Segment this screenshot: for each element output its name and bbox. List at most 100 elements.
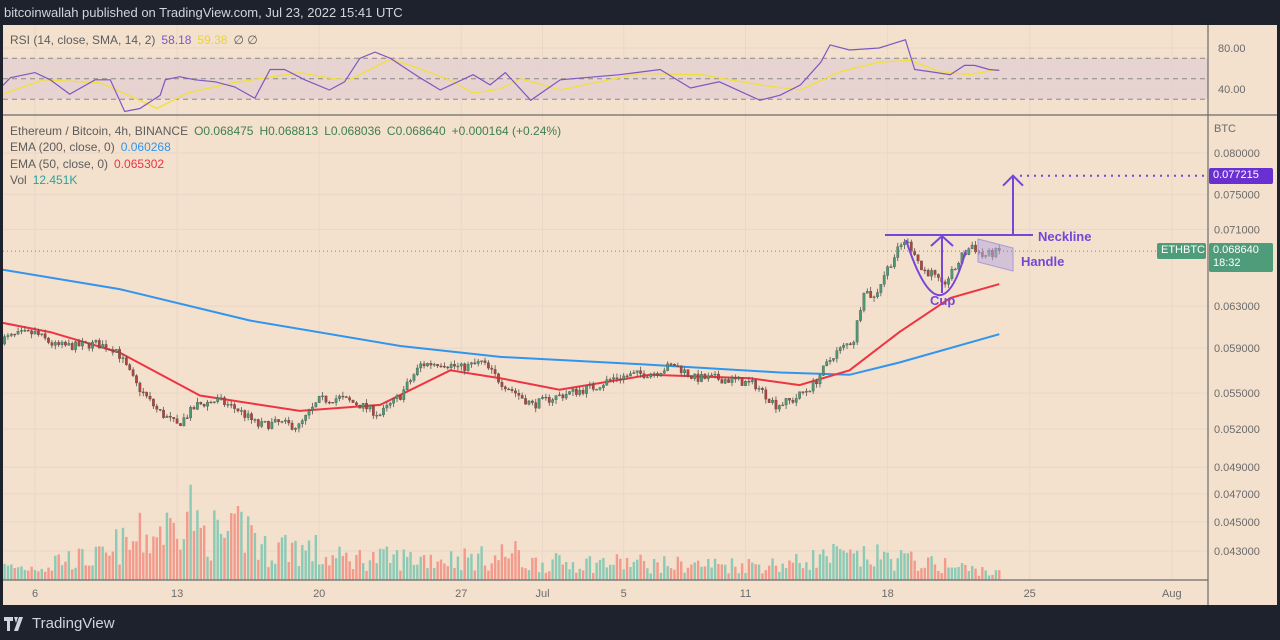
volume-bar [297,566,301,580]
candle [541,396,544,399]
volume-bar [510,553,514,580]
volume-bar [497,560,500,580]
ema200-label[interactable]: EMA (200, close, 0) [10,140,115,154]
volume-bar [920,568,923,580]
candle [16,331,20,335]
candle [70,343,74,350]
candle [629,373,632,377]
volume-bar [318,564,321,580]
volume-bar [568,569,571,580]
candle [896,246,900,258]
candle [558,394,561,396]
candle [307,410,311,416]
ema50-label[interactable]: EMA (50, close, 0) [10,157,109,171]
ema200-line [3,268,1000,376]
candle [930,270,933,277]
candle [206,401,209,407]
candle [371,405,375,416]
volume-bar [575,572,578,580]
volume-bar [182,539,186,580]
volume-bar [287,561,290,580]
symbol-name[interactable]: Ethereum / Bitcoin, 4h, BINANCE [10,124,189,138]
volume-bar [632,561,636,580]
candle [263,421,267,423]
volume-bar [13,568,16,580]
volume-bar [446,566,449,580]
volume-bar [994,570,998,580]
candle [487,362,490,369]
volume-bar [984,570,987,580]
cup-label: Cup [930,293,955,308]
volume-bar [730,558,734,580]
candle [179,423,182,426]
candle [20,330,23,332]
volume-bar [77,548,81,580]
candle [676,365,680,367]
volume-bar [788,560,791,580]
volume-bar [331,555,334,580]
candle [175,418,179,424]
candle [94,340,98,343]
volume-bar [602,557,605,580]
candle [612,377,615,380]
candle [869,291,873,298]
candle [429,363,433,366]
volume-bar [101,546,104,580]
candle [453,364,456,367]
candle [490,367,494,370]
volume-bar [284,534,287,580]
cup-curve [905,239,967,297]
volume-bar [703,566,707,580]
candle [842,344,845,348]
volume-bar [710,567,713,580]
candle [659,373,663,376]
tradingview-logo-icon [4,616,23,631]
candle [43,333,47,339]
symbol-tag: ETHBTC [1157,243,1206,259]
candle [777,405,781,410]
candle [84,341,88,343]
volume-bar [304,550,307,580]
volume-bar [94,546,98,580]
volume-bar [324,556,328,580]
volume-bar [585,558,588,580]
time-tick-label: Jul [535,588,549,600]
candle [199,402,203,405]
volume-bar [71,569,74,580]
volume-bar [889,559,893,580]
volume-bar [872,566,876,580]
volume-bar [372,552,375,580]
volume-bar [226,530,230,580]
candle [503,386,507,390]
tradingview-logo[interactable]: TradingView [4,615,115,632]
handle-label: Handle [1021,254,1064,269]
candle [534,402,538,409]
volume-bar [355,554,358,580]
ema-lines [3,268,1000,412]
candle [256,419,260,427]
candle [805,390,808,393]
volume-bar [720,564,724,580]
ohlc-change: +0.000164 (+0.24%) [451,124,562,138]
volume-bar [409,552,412,580]
volume-label[interactable]: Vol [10,173,27,187]
candle [818,375,822,385]
volume-bar [470,553,473,580]
candle [233,404,236,409]
volume-bar [663,556,666,580]
volume-bar [913,560,916,580]
volume-bar [680,561,683,580]
candle [182,417,186,426]
volume-bar [206,556,209,580]
volume-bar [619,558,622,580]
candle [852,341,856,345]
candle [974,244,977,253]
candle [571,388,575,392]
volume-bar [152,536,155,580]
volume-legend: Vol 12.451K [10,173,83,187]
candle [564,394,568,399]
footer: TradingView [0,605,1280,640]
candle [500,381,504,387]
ohlc-high: H0.068813 [259,124,319,138]
